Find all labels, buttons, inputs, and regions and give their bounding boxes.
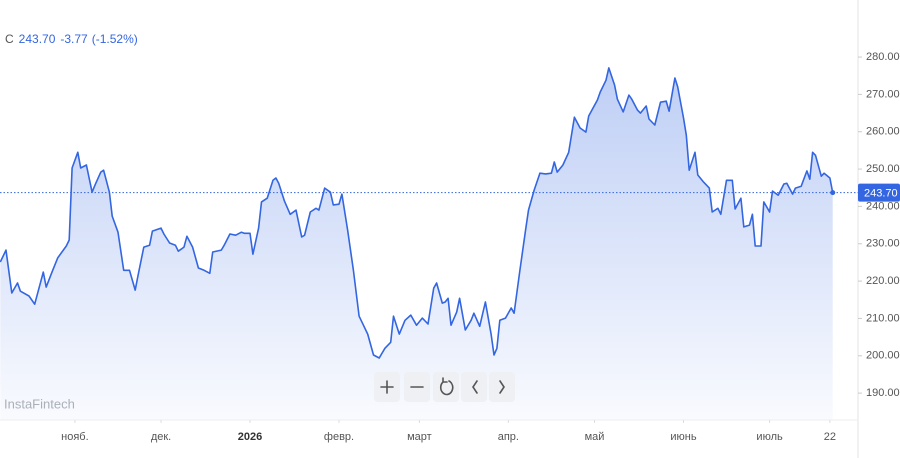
symbol: C bbox=[5, 32, 14, 46]
change: -3.77 bbox=[60, 32, 88, 46]
x-tick-label: 2026 bbox=[238, 431, 262, 443]
y-tick-label: 240.00 bbox=[866, 200, 900, 212]
area-fill bbox=[0, 67, 833, 421]
y-tick-label: 200.00 bbox=[866, 350, 900, 362]
y-tick-label: 230.00 bbox=[866, 238, 900, 250]
reset-button[interactable] bbox=[433, 372, 459, 402]
price-line bbox=[0, 67, 834, 359]
header: C 243.70 -3.77 (-1.52%) bbox=[5, 32, 138, 46]
y-tick-label: 260.00 bbox=[866, 126, 900, 138]
y-tick-label: 190.00 bbox=[866, 387, 900, 399]
scroll-left-button[interactable] bbox=[461, 372, 487, 402]
zoom-out-button[interactable] bbox=[404, 372, 430, 402]
y-tick-label: 250.00 bbox=[866, 163, 900, 175]
x-tick-label: май bbox=[585, 431, 605, 443]
last-price-badge bbox=[858, 183, 900, 202]
plot-area bbox=[0, 67, 836, 421]
last-price-label: 243.70 bbox=[864, 188, 898, 200]
y-tick-label: 220.00 bbox=[866, 275, 900, 287]
y-tick-label: 270.00 bbox=[866, 88, 900, 100]
last: 243.70 bbox=[19, 32, 56, 46]
watermark: InstaFintech bbox=[4, 396, 75, 411]
y-tick-label: 210.00 bbox=[866, 312, 900, 324]
x-tick-label: апр. bbox=[498, 431, 519, 443]
change-pct: (-1.52%) bbox=[92, 32, 138, 46]
y-tick-label: 280.00 bbox=[866, 51, 900, 63]
x-tick-label: нояб. bbox=[61, 431, 89, 443]
x-tick-label: март bbox=[407, 431, 432, 443]
x-tick-label: дек. bbox=[151, 431, 171, 443]
x-tick-label: 22 bbox=[824, 431, 836, 443]
x-tick-label: июнь bbox=[670, 431, 696, 443]
scroll-right-button[interactable] bbox=[489, 372, 515, 402]
x-tick-label: июль bbox=[756, 431, 783, 443]
x-tick-label: февр. bbox=[324, 431, 354, 443]
zoom-in-button[interactable] bbox=[374, 372, 400, 402]
last-point bbox=[830, 190, 836, 196]
